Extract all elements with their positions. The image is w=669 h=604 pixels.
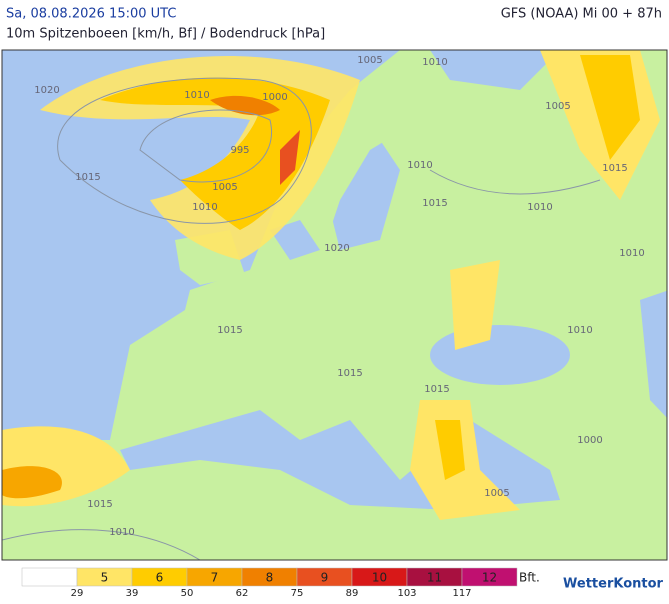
isobar-label: 1020 [324, 243, 349, 254]
date: Sa, 08.08.2026 15:00 UTC [6, 7, 176, 22]
isobar-label: 1020 [34, 85, 59, 96]
isobar-label: 995 [230, 145, 249, 156]
legend: 5 6 7 8 9 10 11 12 Bft.29 39 50 62 75 89 103 117 [21, 567, 540, 599]
isobar-label: 1010 [407, 160, 432, 171]
kmh-label: 62 [236, 588, 249, 599]
kmh-label: 89 [346, 588, 359, 599]
logo: WetterKontor [563, 577, 664, 592]
isobar-label: 1015 [87, 499, 112, 510]
bft-label: 12 [482, 571, 497, 585]
isobar-label: 1005 [357, 55, 382, 66]
legend-swatch [21, 567, 78, 587]
kmh-label: 117 [452, 588, 471, 599]
bft-label: 6 [156, 571, 164, 585]
isobar-label: 1015 [422, 198, 447, 209]
model: GFS (NOAA) Mi 00 + 87h [501, 7, 662, 22]
isobar-label: 1015 [217, 325, 242, 336]
legend-swatch [461, 567, 518, 587]
isobar-label: 1010 [619, 248, 644, 259]
bft-label: 8 [266, 571, 274, 585]
isobar-label: 1005 [545, 101, 570, 112]
bft-label: 7 [211, 571, 219, 585]
kmh-label: 39 [126, 588, 139, 599]
isobar-label: 1015 [602, 163, 627, 174]
bft-label: 9 [321, 571, 329, 585]
isobar-label: 1010 [527, 202, 552, 213]
isobar-label: 1015 [75, 172, 100, 183]
unit-label: Bft. [519, 571, 540, 585]
isobar-label: 1010 [192, 202, 217, 213]
isobar-label: 1005 [484, 488, 509, 499]
kmh-label: 50 [181, 588, 194, 599]
isobar-label: 1010 [422, 57, 447, 68]
bft-label: 11 [427, 571, 442, 585]
bft-label: 10 [372, 571, 387, 585]
isobar-label: 1010 [567, 325, 592, 336]
kmh-label: 29 [71, 588, 84, 599]
isobar-label: 1015 [424, 384, 449, 395]
isobar-label: 1010 [184, 90, 209, 101]
kmh-label: 75 [291, 588, 304, 599]
isobar-label: 1010 [109, 527, 134, 538]
isobar-label: 1015 [337, 368, 362, 379]
map [1, 49, 668, 561]
isobar-label: 1000 [577, 435, 602, 446]
bft-label: 5 [101, 571, 109, 585]
kmh-label: 103 [397, 588, 416, 599]
isobar-label: 1000 [262, 92, 287, 103]
subtitle: 10m Spitzenboeen [km/h, Bf] / Bodendruck… [6, 27, 325, 42]
isobar-label: 1005 [212, 182, 237, 193]
